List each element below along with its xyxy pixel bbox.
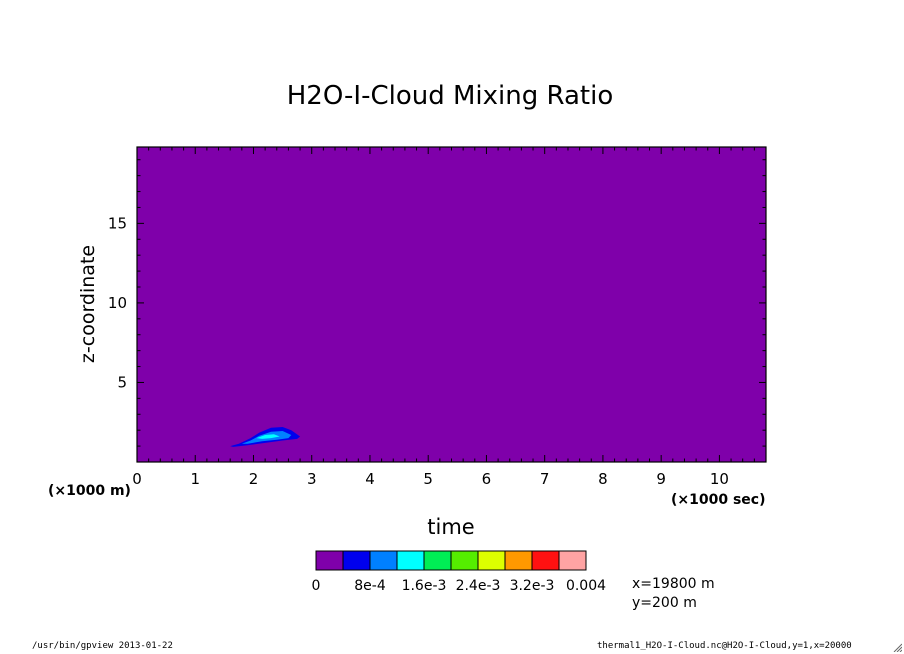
y-tick-label: 10 bbox=[108, 294, 127, 312]
axes: 0 1 2 3 4 5 6 7 8 9 10 5 10 15 bbox=[108, 146, 767, 488]
colorbar-swatch bbox=[531, 550, 560, 571]
colorbar-swatch bbox=[315, 550, 344, 571]
x-tick-label: 4 bbox=[365, 470, 375, 488]
x-tick-label: 5 bbox=[423, 470, 433, 488]
x-tick-label: 3 bbox=[307, 470, 317, 488]
x-tick-label: 6 bbox=[482, 470, 492, 488]
colorbar-swatch bbox=[504, 550, 533, 571]
colorbar-swatch bbox=[369, 550, 398, 571]
colorbar: 0 8e-4 1.6e-3 2.4e-3 3.2e-3 0.004 bbox=[312, 550, 606, 594]
x-axis-unit: (×1000 sec) bbox=[671, 492, 766, 508]
colorbar-label: 3.2e-3 bbox=[510, 578, 555, 594]
colorbar-label: 2.4e-3 bbox=[456, 578, 501, 594]
colorbar-swatch bbox=[450, 550, 479, 571]
chart-title: H2O-I-Cloud Mixing Ratio bbox=[287, 81, 614, 111]
colorbar-label: 0 bbox=[312, 578, 321, 594]
plot-background bbox=[137, 147, 766, 462]
x-tick-label: 1 bbox=[190, 470, 200, 488]
resize-grip-icon[interactable] bbox=[892, 642, 902, 652]
colorbar-swatch bbox=[396, 550, 425, 571]
plot-area bbox=[137, 147, 766, 462]
x-tick-label: 2 bbox=[249, 470, 259, 488]
x-tick-label: 10 bbox=[710, 470, 729, 488]
y-position-annotation: y=200 m bbox=[632, 595, 697, 611]
colorbar-swatch bbox=[477, 550, 506, 571]
contour-region-3 bbox=[256, 434, 280, 439]
y-tick-label: 5 bbox=[117, 373, 127, 391]
x-tick-label: 8 bbox=[598, 470, 608, 488]
colorbar-label: 1.6e-3 bbox=[402, 578, 447, 594]
footer-program-date: /usr/bin/gpview 2013-01-22 bbox=[32, 641, 173, 651]
y-tick-label: 15 bbox=[108, 214, 127, 232]
y-axis-label: z-coordinate bbox=[77, 245, 99, 363]
colorbar-label: 8e-4 bbox=[354, 578, 386, 594]
colorbar-label: 0.004 bbox=[566, 578, 606, 594]
x-tick-label: 7 bbox=[540, 470, 550, 488]
x-tick-label: 0 bbox=[132, 470, 142, 488]
y-axis-unit: (×1000 m) bbox=[48, 483, 131, 499]
colorbar-swatch bbox=[342, 550, 371, 571]
x-axis-label: time bbox=[427, 515, 474, 539]
footer-source: thermal1_H2O-I-Cloud.nc@H2O-I-Cloud,y=1,… bbox=[597, 641, 852, 651]
x-position-annotation: x=19800 m bbox=[632, 576, 715, 592]
colorbar-swatch bbox=[423, 550, 452, 571]
x-tick-label: 9 bbox=[656, 470, 666, 488]
colorbar-swatch bbox=[558, 550, 587, 571]
